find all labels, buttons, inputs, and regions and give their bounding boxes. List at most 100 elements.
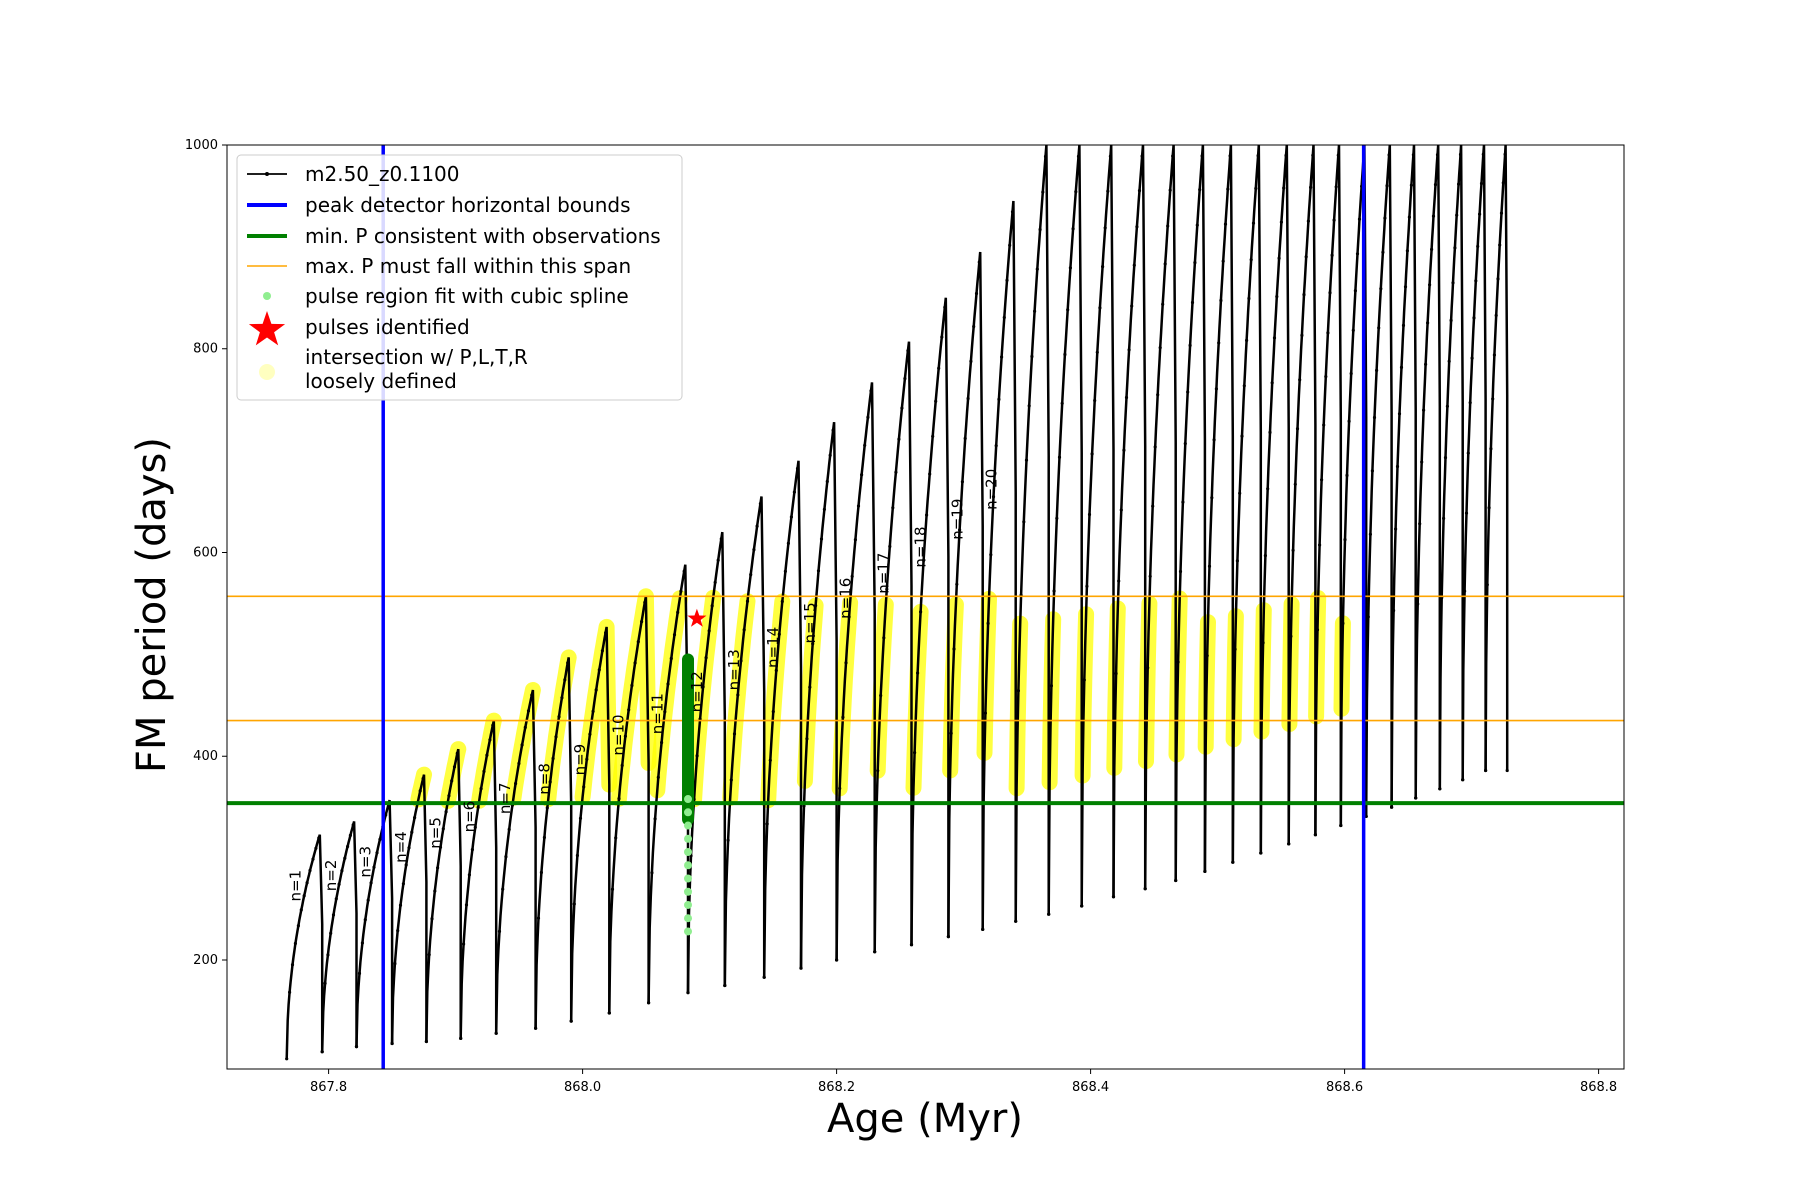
model-point <box>765 822 769 826</box>
model-point <box>909 943 914 947</box>
legend-handle-pulses <box>248 311 286 346</box>
model-point <box>726 838 730 842</box>
model-point <box>323 981 327 985</box>
model-point <box>1063 352 1067 357</box>
model-point <box>876 769 880 773</box>
spline-fit-point <box>684 795 693 804</box>
model-point <box>879 693 883 698</box>
model-point <box>1212 438 1216 442</box>
model-point <box>913 751 917 755</box>
model-point <box>1403 285 1408 289</box>
model-point <box>847 615 851 619</box>
model-point <box>467 873 471 877</box>
model-point <box>1214 387 1218 391</box>
model-point <box>1424 362 1428 366</box>
model-point <box>572 902 576 906</box>
model-point <box>1027 404 1031 408</box>
model-point <box>1256 154 1260 158</box>
model-point <box>1108 154 1112 158</box>
x-tick-label: 868.4 <box>1072 1080 1109 1095</box>
pulse-label-14: n=14 <box>764 627 782 668</box>
model-point <box>600 649 605 653</box>
model-point <box>729 778 733 782</box>
model-point <box>1127 348 1131 352</box>
x-tick-label: 867.8 <box>310 1080 347 1095</box>
model-point <box>424 1039 428 1044</box>
pulse-label-13: n=13 <box>725 649 743 690</box>
model-point <box>1130 304 1134 308</box>
model-point <box>660 740 664 745</box>
model-point <box>850 574 854 578</box>
model-point <box>501 887 505 891</box>
plot-frame <box>226 144 1625 1070</box>
model-point <box>620 763 624 768</box>
model-point <box>1263 554 1267 558</box>
model-point <box>348 833 352 838</box>
model-point <box>1414 796 1418 800</box>
model-point <box>943 305 947 309</box>
model-point <box>937 366 941 370</box>
model-point <box>963 436 967 440</box>
model-point <box>476 805 480 809</box>
spline-fit-point <box>684 848 693 857</box>
model-point <box>783 569 788 574</box>
model-point <box>390 1041 394 1046</box>
model-point <box>517 761 521 766</box>
model-point <box>1463 589 1467 593</box>
model-point <box>1146 666 1150 670</box>
model-point <box>752 548 756 552</box>
model-point <box>566 661 570 665</box>
model-point <box>470 848 474 852</box>
model-point <box>811 642 815 646</box>
model-point <box>1496 277 1500 281</box>
model-point <box>1247 296 1251 301</box>
legend-label-loose: loosely defined <box>305 369 457 393</box>
model-point <box>450 779 454 783</box>
model-point <box>1233 647 1237 651</box>
model-point <box>494 1031 498 1035</box>
model-point <box>1458 152 1463 157</box>
model-point <box>1168 188 1172 192</box>
pulse-label-19: n=19 <box>948 499 966 540</box>
model-point <box>296 924 300 928</box>
model-point <box>1203 869 1207 874</box>
model-point <box>814 603 818 608</box>
model-point <box>1038 227 1042 232</box>
model-point <box>393 962 397 966</box>
model-point <box>1259 851 1263 855</box>
model-point <box>1409 183 1413 187</box>
model-point <box>704 656 708 660</box>
model-point <box>545 806 549 810</box>
model-point <box>885 587 889 591</box>
model-point <box>676 610 680 615</box>
model-point <box>548 780 552 784</box>
model-point <box>1392 608 1396 613</box>
model-point <box>594 688 598 692</box>
model-point <box>585 757 589 761</box>
model-point <box>1430 247 1434 251</box>
model-point <box>1336 153 1340 157</box>
model-point <box>1300 333 1304 337</box>
model-point <box>1370 469 1374 473</box>
y-tick-label: 800 <box>193 342 218 357</box>
model-point <box>563 678 567 682</box>
pulse-label-6: n=6 <box>461 801 479 833</box>
model-point <box>413 816 417 820</box>
spline-fit-point <box>684 874 693 883</box>
model-point <box>808 685 812 689</box>
model-point <box>1351 328 1355 332</box>
model-point <box>1080 904 1084 908</box>
model-point <box>1491 397 1495 401</box>
model-point <box>1140 154 1144 158</box>
model-point <box>1055 516 1059 521</box>
model-point <box>1291 548 1295 552</box>
model-point <box>1355 252 1360 256</box>
model-point <box>994 444 998 448</box>
model-point <box>989 553 993 557</box>
model-point <box>507 827 511 832</box>
model-point <box>1407 215 1411 219</box>
model-point <box>591 709 595 713</box>
model-point <box>1442 516 1446 521</box>
pulse-label-12: n=12 <box>688 671 706 712</box>
